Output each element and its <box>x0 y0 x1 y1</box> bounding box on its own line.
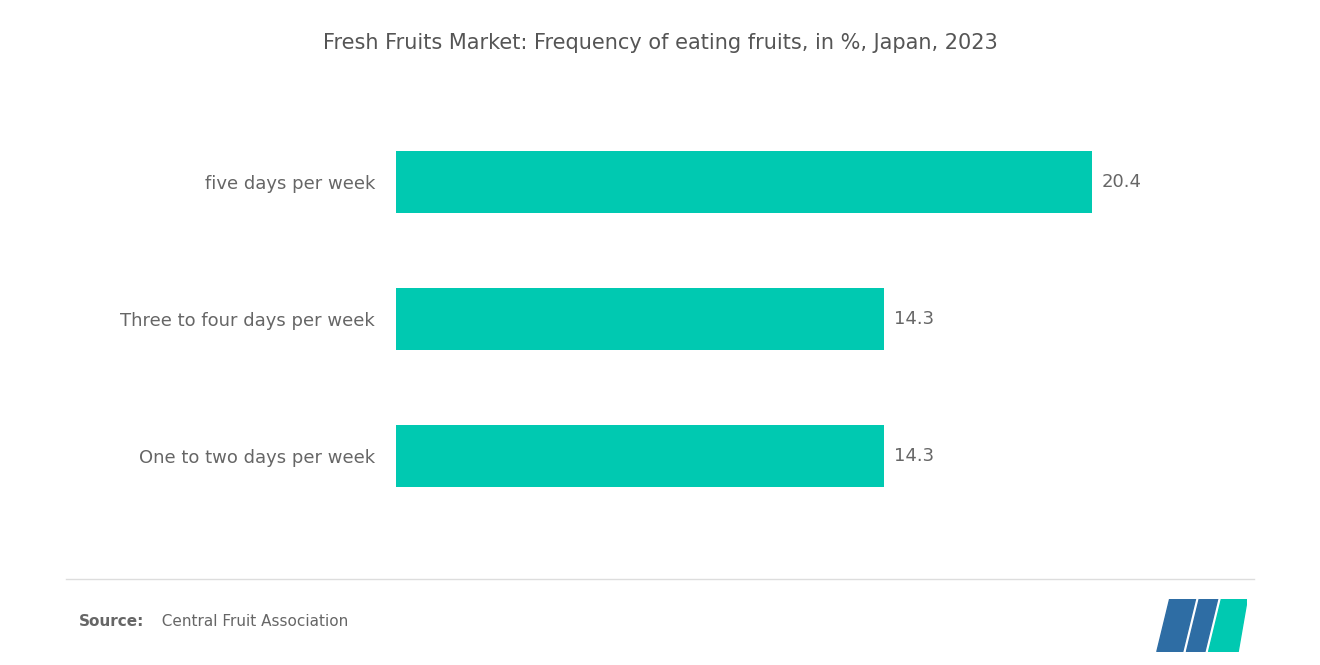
Bar <box>396 426 883 487</box>
Polygon shape <box>1187 598 1218 652</box>
Text: Source:: Source: <box>79 614 145 629</box>
Text: 14.3: 14.3 <box>894 448 935 465</box>
Text: Fresh Fruits Market: Frequency of eating fruits, in %, Japan, 2023: Fresh Fruits Market: Frequency of eating… <box>322 33 998 53</box>
Bar <box>396 152 1092 213</box>
Text: Central Fruit Association: Central Fruit Association <box>152 614 348 629</box>
Text: 20.4: 20.4 <box>1102 173 1142 191</box>
Polygon shape <box>1156 598 1196 652</box>
Polygon shape <box>1209 598 1247 652</box>
Bar <box>396 289 883 350</box>
Text: 14.3: 14.3 <box>894 310 935 329</box>
